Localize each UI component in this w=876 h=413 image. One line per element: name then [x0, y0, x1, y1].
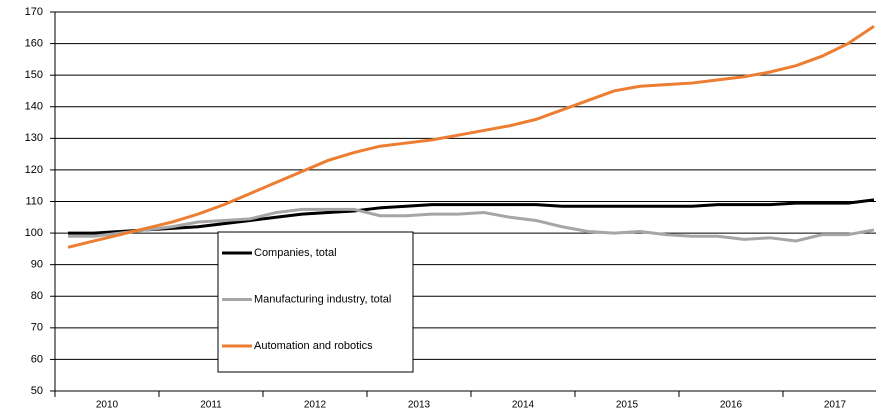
y-tick-label: 120: [25, 164, 43, 176]
y-tick-label: 140: [25, 101, 43, 113]
legend-box: [217, 231, 414, 373]
y-tick-label: 60: [31, 353, 43, 365]
y-tick-label: 100: [25, 227, 43, 239]
x-tick-label: 2011: [200, 400, 222, 411]
x-tick-label: 2017: [824, 400, 847, 411]
legend-label: Companies, total: [254, 247, 337, 259]
legend-label: Manufacturing industry, total: [254, 293, 391, 305]
legend-label: Automation and robotics: [254, 340, 373, 352]
x-tick-label: 2014: [512, 400, 535, 411]
y-tick-label: 170: [25, 6, 43, 18]
x-tick-label: 2016: [720, 400, 743, 411]
line-series: [68, 207, 875, 243]
y-tick-label: 160: [25, 37, 43, 49]
x-tick-label: 2012: [304, 400, 327, 411]
y-tick-label: 50: [31, 385, 43, 397]
y-tick-label: 70: [31, 322, 43, 334]
legend: Companies, total Manufacturing industry, …: [217, 231, 414, 373]
y-tick-label: 90: [31, 259, 43, 271]
y-tick-label: 150: [25, 69, 43, 81]
line-series: [68, 198, 875, 235]
line-series: [67, 24, 875, 249]
y-tick-label: 80: [31, 290, 43, 302]
y-tick-label: 110: [25, 195, 43, 207]
x-tick-label: 2013: [408, 400, 431, 411]
x-tick-label: 2010: [96, 400, 119, 411]
x-tick-label: 2015: [616, 400, 639, 411]
y-tick-label: 130: [25, 132, 43, 144]
